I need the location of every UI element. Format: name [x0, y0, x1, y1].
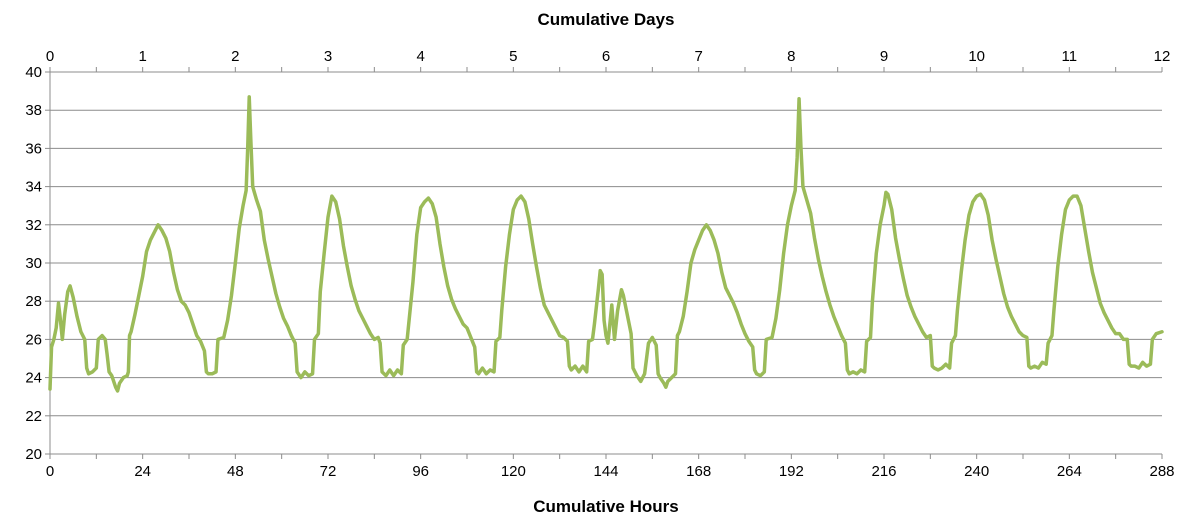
x2-tick-label: 0	[46, 48, 54, 65]
x-tick-label: 144	[593, 463, 618, 480]
x-tick-label: 48	[227, 463, 244, 480]
x2-tick-label: 2	[231, 48, 239, 65]
x-tick-label: 168	[686, 463, 711, 480]
x-tick-label: 288	[1149, 463, 1174, 480]
x2-tick-label: 1	[138, 48, 146, 65]
x2-tick-label: 7	[694, 48, 702, 65]
y-tick-label: 28	[25, 293, 42, 310]
x2-tick-label: 8	[787, 48, 795, 65]
y-tick-label: 32	[25, 217, 42, 234]
x-tick-label: 0	[46, 463, 54, 480]
x-tick-label: 192	[779, 463, 804, 480]
x-tick-label: 24	[134, 463, 151, 480]
y-tick-label: 34	[25, 179, 42, 196]
y-tick-label: 22	[25, 408, 42, 425]
y-axis-tick-labels: 20 22 24 26 28 30 32 34 36 38 40	[25, 64, 42, 463]
x2-axis-title: Cumulative Days	[538, 10, 675, 29]
y-tick-label: 40	[25, 64, 42, 81]
x2-tick-label: 3	[324, 48, 332, 65]
x2-tick-label: 9	[880, 48, 888, 65]
x-tick-label: 240	[964, 463, 989, 480]
y-tick-label: 26	[25, 331, 42, 348]
y-tick-label: 38	[25, 102, 42, 119]
x-tick-label: 120	[501, 463, 526, 480]
x2-tick-label: 12	[1154, 48, 1171, 65]
x2-axis-tick-labels: 0 1 2 3 4 5 6 7 8 9 10 11 12	[46, 48, 1171, 65]
y-tick-label: 30	[25, 255, 42, 272]
y-tick-label: 20	[25, 446, 42, 463]
x2-tick-label: 4	[416, 48, 424, 65]
series-layer	[48, 95, 1164, 393]
x2-tick-label: 6	[602, 48, 610, 65]
x2-tick-label: 11	[1062, 48, 1078, 65]
x-tick-label: 264	[1057, 463, 1082, 480]
y-tick-label: 24	[25, 370, 42, 387]
x-tick-label: 96	[412, 463, 429, 480]
x-tick-label: 72	[320, 463, 337, 480]
x-axis-title: Cumulative Hours	[533, 497, 678, 516]
y-tick-label: 36	[25, 140, 42, 157]
x-axis-tick-labels: 0 24 48 72 96 120 144 168 192 216 240 264 288	[46, 463, 1175, 480]
x2-tick-label: 5	[509, 48, 517, 65]
series-line-0	[48, 95, 1164, 393]
x2-tick-label: 10	[968, 48, 985, 65]
x-tick-label: 216	[871, 463, 896, 480]
